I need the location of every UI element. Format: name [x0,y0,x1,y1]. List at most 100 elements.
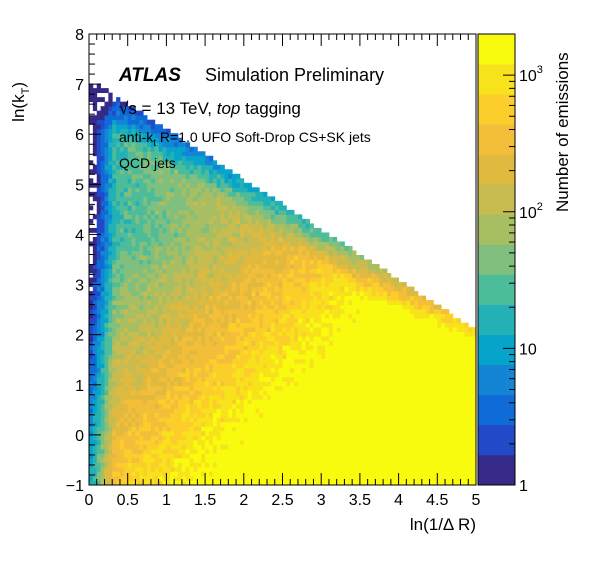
heatmap-cell [139,182,144,188]
heatmap-cell [359,435,365,441]
heatmap-cell [89,448,94,454]
heatmap-cell [216,439,221,445]
heatmap-cell [228,205,233,211]
heatmap-cell [297,462,303,468]
heatmap-cell [201,466,206,472]
heatmap-cell [193,313,198,319]
heatmap-cell [197,318,202,324]
heatmap-cell [89,309,94,315]
heatmap-cell [340,480,345,486]
heatmap-cell [139,164,144,170]
heatmap-cell [131,363,136,369]
heatmap-cell [270,372,276,378]
heatmap-cell [112,480,117,486]
heatmap-cell [166,254,171,260]
heatmap-cell [224,340,229,346]
heatmap-cell [139,426,144,432]
heatmap-cell [185,345,191,351]
heatmap-cell [154,349,160,355]
heatmap-cell [127,218,132,224]
heatmap-cell [317,236,322,242]
heatmap-cell [181,345,187,351]
heatmap-cell [344,439,349,445]
heatmap-cell [332,304,338,310]
heatmap-cell [232,209,237,215]
heatmap-cell [201,435,206,441]
heatmap-cell [178,282,183,287]
heatmap-cell [135,412,140,418]
heatmap-cell [243,282,249,287]
heatmap-cell [301,376,307,382]
heatmap-cell [305,264,310,269]
heatmap-cell [340,417,345,423]
heatmap-cell [197,358,202,364]
heatmap-cell [166,331,171,337]
heatmap-cell [201,200,206,206]
heatmap-cell [150,169,156,175]
heatmap-cell [100,421,105,427]
heatmap-cell [143,164,148,170]
heatmap-cell [131,173,136,179]
heatmap-cell [228,475,233,481]
heatmap-cell [139,236,144,242]
heatmap-cell [158,169,163,175]
heatmap-cell [100,453,105,459]
heatmap-cell [147,435,152,441]
heatmap-cell [251,426,256,432]
heatmap-cell [236,390,241,396]
heatmap-cell [305,381,310,387]
heatmap-cell [143,300,148,305]
heatmap-cell [359,462,365,468]
heatmap-cell [290,214,295,220]
heatmap-cell [112,236,117,242]
heatmap-cell [112,268,117,274]
heatmap-cell [313,462,318,468]
heatmap-cell [201,340,206,346]
heatmap-cell [139,232,144,238]
heatmap-cell [178,169,183,175]
heatmap-cell [181,282,187,287]
heatmap-cell [158,304,163,310]
heatmap-cell [309,300,314,305]
heatmap-cell [181,309,187,315]
heatmap-cell [290,304,295,310]
heatmap-cell [119,236,125,242]
heatmap-cell [170,254,175,260]
heatmap-cell [170,336,175,342]
heatmap-cell [274,227,280,233]
heatmap-cell [263,268,268,274]
heatmap-cell [170,390,175,396]
heatmap-cell [112,173,117,179]
heatmap-cell [220,309,225,315]
heatmap-cell [123,110,129,116]
heatmap-cell [212,173,218,179]
heatmap-cell [259,331,264,337]
heatmap-cell [282,273,287,278]
heatmap-cell [309,264,314,269]
heatmap-cell [336,412,341,418]
heatmap-cell [119,227,125,233]
heatmap-cell [127,264,132,269]
heatmap-cell [297,268,303,274]
heatmap-cell [143,385,148,391]
heatmap-cell [301,390,307,396]
heatmap-cell [224,241,229,247]
heatmap-cell [216,444,221,450]
heatmap-cell [166,417,171,423]
heatmap-cell [100,300,105,305]
heatmap-cell [313,354,318,360]
heatmap-cell [116,124,121,130]
heatmap-cell [251,336,256,342]
heatmap-cell [220,457,225,463]
heatmap-cell [251,268,256,274]
heatmap-cell [336,313,341,319]
heatmap-cell [181,250,187,256]
heatmap-cell [92,340,98,346]
heatmap-cell [139,439,144,445]
heatmap-cell [325,394,330,400]
heatmap-cell [100,227,105,233]
heatmap-cell [359,264,365,269]
heatmap-cell [332,448,338,454]
heatmap-cell [336,466,341,472]
heatmap-cell [131,354,136,360]
